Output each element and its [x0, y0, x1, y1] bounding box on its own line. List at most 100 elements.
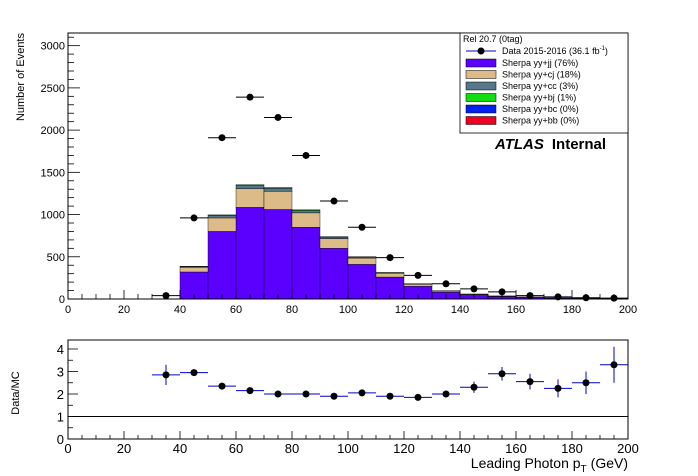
ratio-plot-frame: [67, 339, 629, 440]
ratio-point: [246, 387, 254, 395]
legend-label-3: Sherpa yy+bj (1%): [502, 93, 576, 103]
main-y-tick-label: 500: [47, 252, 65, 264]
ratio-point: [442, 390, 450, 398]
ratio-plot: 0 20 40 60 80 100 120 140 160 180 200 0 1 2 3 4 Data/M…: [10, 339, 639, 475]
main-x-tick-label: 180: [563, 304, 581, 316]
bar-1-12: [403, 284, 433, 287]
ratio-y-axis: 0 1 2 3 4: [57, 342, 78, 447]
ratio-x-tick-label: 200: [617, 441, 639, 456]
data-point: [414, 271, 422, 279]
bar-1-9: [319, 238, 349, 249]
data-point: [246, 93, 254, 101]
atlas-status-text: Internal: [552, 136, 606, 153]
main-plot: 0 20 40 60 80 100 120 140 160 180 200 0 500 1000 1500…: [15, 32, 637, 316]
ratio-point: [526, 378, 534, 386]
data-point: [386, 254, 394, 262]
bar-2-7: [263, 188, 293, 192]
ratio-point: [218, 382, 226, 390]
ratio-x-label-text: Leading Photon p: [471, 455, 581, 471]
legend-swatch-2: [465, 81, 497, 91]
bar-3-6: [235, 184, 265, 186]
ratio-x-tick-label: 60: [229, 441, 243, 456]
ratio-x-tick-label: 160: [505, 441, 527, 456]
bar-0-7: [263, 209, 293, 300]
ratio-points: [152, 346, 628, 401]
data-point: [190, 214, 198, 222]
legend: Rel 20.7 (0tag) Data 2015-2016 (36.1 fb-…: [459, 32, 629, 134]
main-x-tick-label: 200: [619, 304, 637, 316]
ratio-y-tick-label: 4: [57, 342, 64, 357]
bar-1-8: [291, 212, 321, 228]
legend-swatch-0: [465, 58, 497, 68]
bar-3-7: [263, 187, 293, 189]
ratio-y-tick-label: 2: [57, 387, 64, 402]
main-y-tick-label: 3000: [41, 41, 65, 53]
bar-0-8: [291, 227, 321, 300]
legend-swatch-1: [465, 70, 497, 79]
bar-1-4: [179, 267, 209, 273]
main-y-tick-label: 2500: [41, 83, 65, 95]
data-point: [498, 288, 506, 296]
bar-1-6: [235, 188, 265, 208]
data-point: [358, 223, 366, 231]
main-x-tick-label: 0: [65, 304, 71, 316]
ratio-x-tick-label: 100: [337, 441, 359, 456]
bar-2-6: [235, 185, 265, 189]
main-y-axis: 0 500 1000 1500 2000 2500 3000: [41, 36, 80, 306]
ratio-point: [386, 392, 394, 400]
ratio-x-tick-label: 180: [561, 441, 583, 456]
ratio-x-label: Leading Photon pT (GeV): [471, 455, 628, 475]
main-x-tick-label: 120: [395, 304, 413, 316]
main-x-tick-label: 100: [339, 304, 357, 316]
bar-0-5: [207, 231, 237, 300]
ratio-point: [190, 369, 198, 377]
main-y-label: Number of Events: [15, 33, 27, 122]
ratio-y-label: Data/MC: [10, 371, 22, 414]
legend-data-marker: [477, 47, 485, 55]
legend-data-end: ): [605, 46, 608, 56]
legend-data-sup: -1: [600, 46, 606, 52]
main-y-tick-label: 1000: [41, 210, 65, 222]
atlas-label: ATLAS Internal: [494, 136, 606, 153]
ratio-point: [610, 361, 618, 369]
legend-label-5: Sherpa yy+bb (0%): [502, 116, 579, 126]
main-x-axis: 0 20 40 60 80 100 120 140 160 180 200: [65, 290, 637, 316]
main-x-tick-label: 160: [507, 304, 525, 316]
legend-swatch-5: [465, 116, 497, 125]
bar-1-11: [375, 273, 405, 278]
bar-2-8: [291, 210, 321, 214]
ratio-y-tick-label: 1: [57, 410, 64, 425]
ratio-point: [414, 393, 422, 401]
legend-data-text: Data 2015-2016 (36.1 fb: [502, 46, 600, 56]
bar-2-9: [319, 236, 349, 239]
bar-3-8: [291, 209, 321, 211]
legend-data-label: Data 2015-2016 (36.1 fb-1): [502, 46, 608, 56]
legend-series-entries: Sherpa yy+jj (76%)Sherpa yy+cj (18%)Sher…: [465, 58, 581, 126]
ratio-x-label-sub: T: [581, 464, 587, 475]
main-x-tick-label: 80: [286, 304, 298, 316]
ratio-point: [358, 389, 366, 397]
ratio-x-label-unit: (GeV): [591, 455, 628, 471]
bar-1-5: [207, 217, 237, 232]
legend-header: Rel 20.7 (0tag): [463, 34, 523, 44]
main-y-tick-label: 0: [59, 294, 65, 306]
legend-data-entry: Data 2015-2016 (36.1 fb-1): [466, 46, 608, 56]
bar-2-5: [207, 215, 237, 219]
ratio-point: [162, 371, 170, 379]
bar-1-7: [263, 191, 293, 210]
bar-0-6: [235, 207, 265, 300]
legend-swatch-3: [465, 93, 497, 102]
main-x-tick-label: 20: [118, 304, 130, 316]
ratio-x-tick-label: 20: [117, 441, 131, 456]
data-point: [274, 113, 282, 121]
ratio-x-tick-label: 120: [393, 441, 415, 456]
main-x-tick-label: 140: [451, 304, 469, 316]
legend-label-4: Sherpa yy+bc (0%): [502, 104, 579, 114]
ratio-point: [274, 390, 282, 398]
ratio-point: [554, 384, 562, 392]
main-x-tick-label: 40: [174, 304, 186, 316]
ratio-x-axis: 0 20 40 60 80 100 120 140 160 180 200: [64, 431, 639, 456]
bar-3-5: [207, 214, 237, 216]
bar-1-10: [347, 257, 377, 265]
stacked-histogram: [179, 184, 629, 300]
